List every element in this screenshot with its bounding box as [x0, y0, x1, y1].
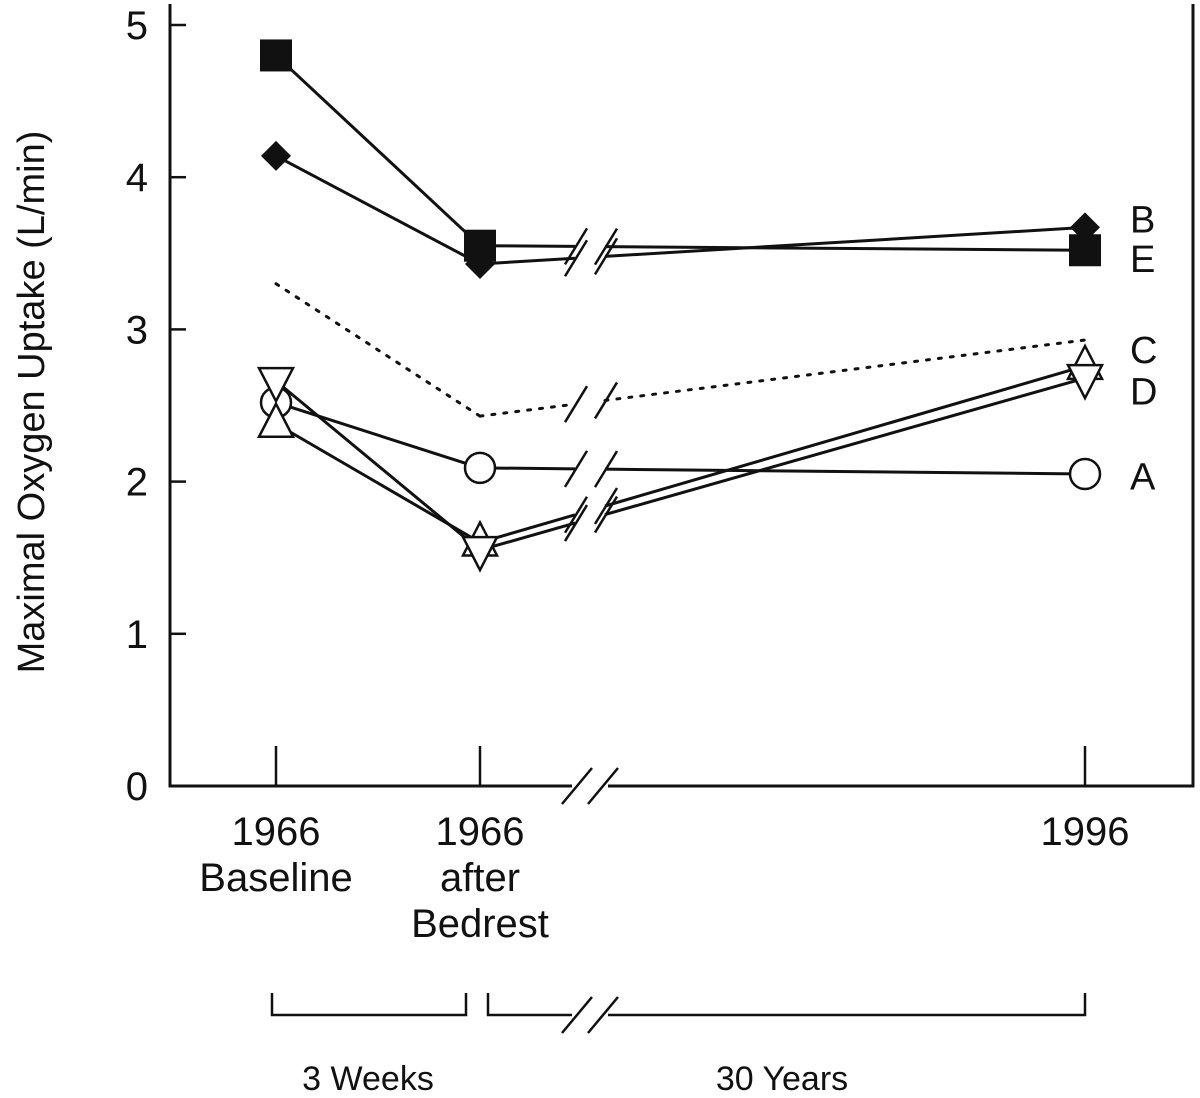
series-label: D — [1130, 371, 1157, 413]
marker-triangle-down — [460, 535, 500, 573]
x-tick-label: after — [440, 856, 520, 900]
marker-square — [464, 229, 496, 262]
series-line — [604, 245, 1086, 252]
interval-label: 30 Years — [716, 1060, 848, 1098]
line-break-mark — [593, 487, 619, 525]
interval-bracket — [486, 993, 1087, 1017]
x-tick-label: 1966 — [436, 810, 525, 854]
interval-bracket — [270, 993, 468, 1017]
line-break-mark — [593, 237, 619, 276]
y-tick-label: 5 — [126, 4, 148, 48]
interval-label: 3 Weeks — [302, 1060, 434, 1098]
y-tick-label: 1 — [126, 613, 148, 657]
series-label: B — [1130, 199, 1155, 241]
series-line — [275, 154, 481, 266]
series-line — [604, 225, 1086, 258]
y-axis-label: Maximal Oxygen Uptake (L/min) — [11, 131, 53, 674]
series-B: B — [261, 140, 1155, 279]
series-line — [604, 376, 1086, 516]
series-line — [274, 282, 482, 418]
series-line — [604, 364, 1086, 508]
x-tick-label: Baseline — [199, 856, 352, 900]
line-break-mark — [563, 496, 589, 534]
x-tick-label: Bedrest — [411, 902, 549, 946]
y-axis: 0 1 2 3 4 5 — [126, 4, 186, 809]
series-E: E — [260, 39, 1155, 281]
y-tick-label: 2 — [126, 461, 148, 505]
marker-square — [260, 39, 292, 72]
series-line — [603, 338, 1087, 402]
bracket-break-mark — [561, 996, 593, 1034]
series-D: D — [256, 363, 1157, 573]
series-line — [478, 402, 577, 418]
line-break-mark — [563, 504, 589, 542]
series-line — [479, 256, 576, 266]
marker-circle — [463, 451, 497, 485]
line-break-mark — [593, 381, 619, 420]
axis-break-mark — [561, 767, 593, 805]
line-break-mark — [563, 385, 589, 423]
series-line — [275, 401, 481, 470]
line-break-mark — [593, 495, 619, 534]
x-tick-label: 1966 — [232, 810, 321, 854]
series-dotted — [274, 282, 1087, 423]
line-break-mark — [563, 227, 589, 266]
axis-break-mark — [587, 767, 619, 805]
axis-frame — [168, 4, 1195, 788]
series-label: C — [1130, 330, 1157, 372]
series-label: A — [1130, 457, 1156, 499]
line-break-mark — [593, 450, 619, 488]
x-tick-label: 1996 — [1041, 810, 1130, 854]
series-line — [604, 467, 1086, 476]
marker-triangle-up — [256, 401, 296, 439]
series-line — [479, 521, 576, 552]
series-A: A — [259, 386, 1156, 499]
line-break-mark — [563, 450, 589, 488]
bracket-break-mark — [587, 996, 619, 1034]
y-tick-label: 4 — [126, 156, 148, 200]
marker-square — [1069, 234, 1101, 267]
marker-circle — [1068, 457, 1102, 491]
marker-diamond — [261, 140, 291, 171]
y-tick-label: 3 — [126, 308, 148, 352]
series-line — [274, 54, 482, 247]
series-layer: A B CD E — [256, 39, 1157, 573]
series-C: C — [256, 330, 1157, 557]
series-label: E — [1130, 239, 1155, 281]
marker-triangle-down — [256, 366, 296, 404]
plot-frame — [168, 4, 1195, 805]
marker-triangle-down — [1065, 363, 1105, 401]
series-line — [275, 379, 481, 552]
interval-brackets: 3 Weeks 30 Years — [270, 993, 1087, 1098]
line-break-mark — [593, 227, 619, 266]
y-tick-label: 0 — [126, 765, 148, 809]
line-break-mark — [563, 239, 589, 277]
